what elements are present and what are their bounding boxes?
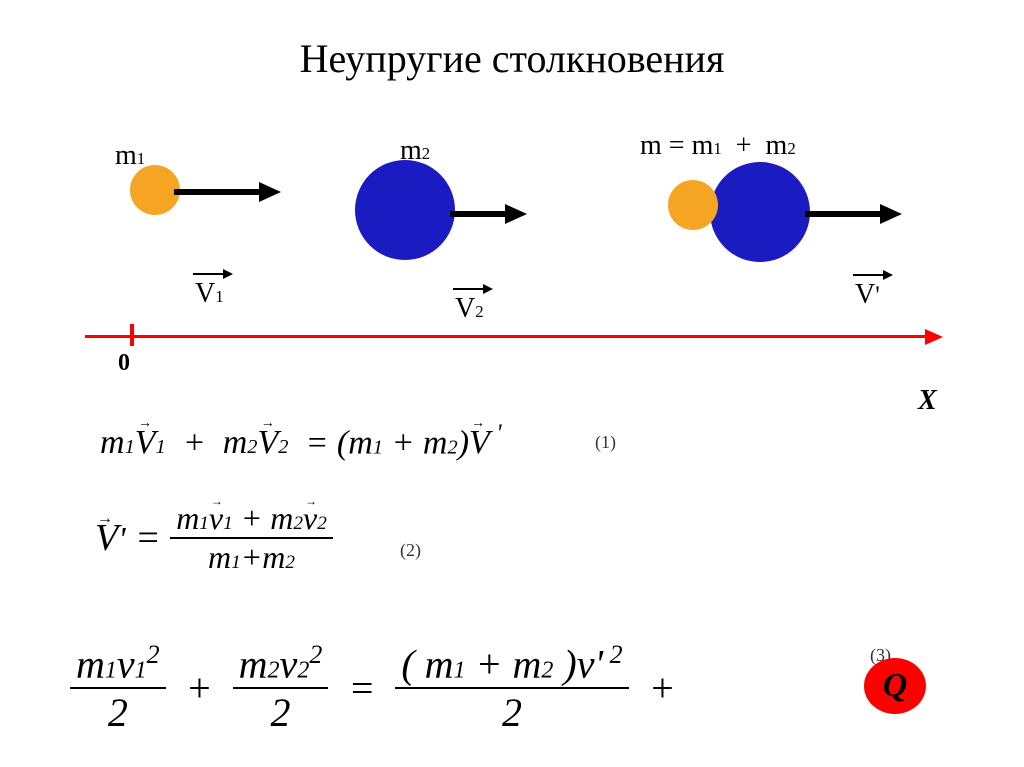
eqnum-1: (1): [595, 432, 616, 453]
label-v1: V1: [195, 278, 224, 310]
axis-x-label: X: [918, 385, 937, 417]
axis-origin-tick: [130, 324, 134, 346]
x-axis: [85, 335, 940, 338]
label-m1: m1: [115, 140, 145, 172]
q-heat-term: Q: [864, 658, 926, 714]
ball-m1: [130, 165, 180, 215]
q-label: Q: [883, 667, 908, 705]
label-v2: V2: [455, 293, 484, 325]
equation-1: →m1V1 + →m2V2 = (m1 + m2)→V ': [100, 418, 502, 462]
ball-merged-small: [668, 180, 718, 230]
ball-merged-big: [710, 162, 810, 262]
label-vprime: V': [855, 279, 880, 311]
page-title: Неупругие столкновения: [0, 35, 1024, 82]
eqnum-2: (2): [400, 540, 421, 561]
label-merged-mass: m = m1 + m2: [640, 130, 796, 162]
equation-2: →V' = m1→v1 + m2→v2 m1+m2: [95, 500, 333, 576]
axis-origin-label: 0: [118, 350, 130, 377]
equation-3: m1v12 2 + m2v22 2 = ( m1 + m2 )v' 2 2 +: [70, 640, 676, 736]
ball-m2: [355, 160, 455, 260]
